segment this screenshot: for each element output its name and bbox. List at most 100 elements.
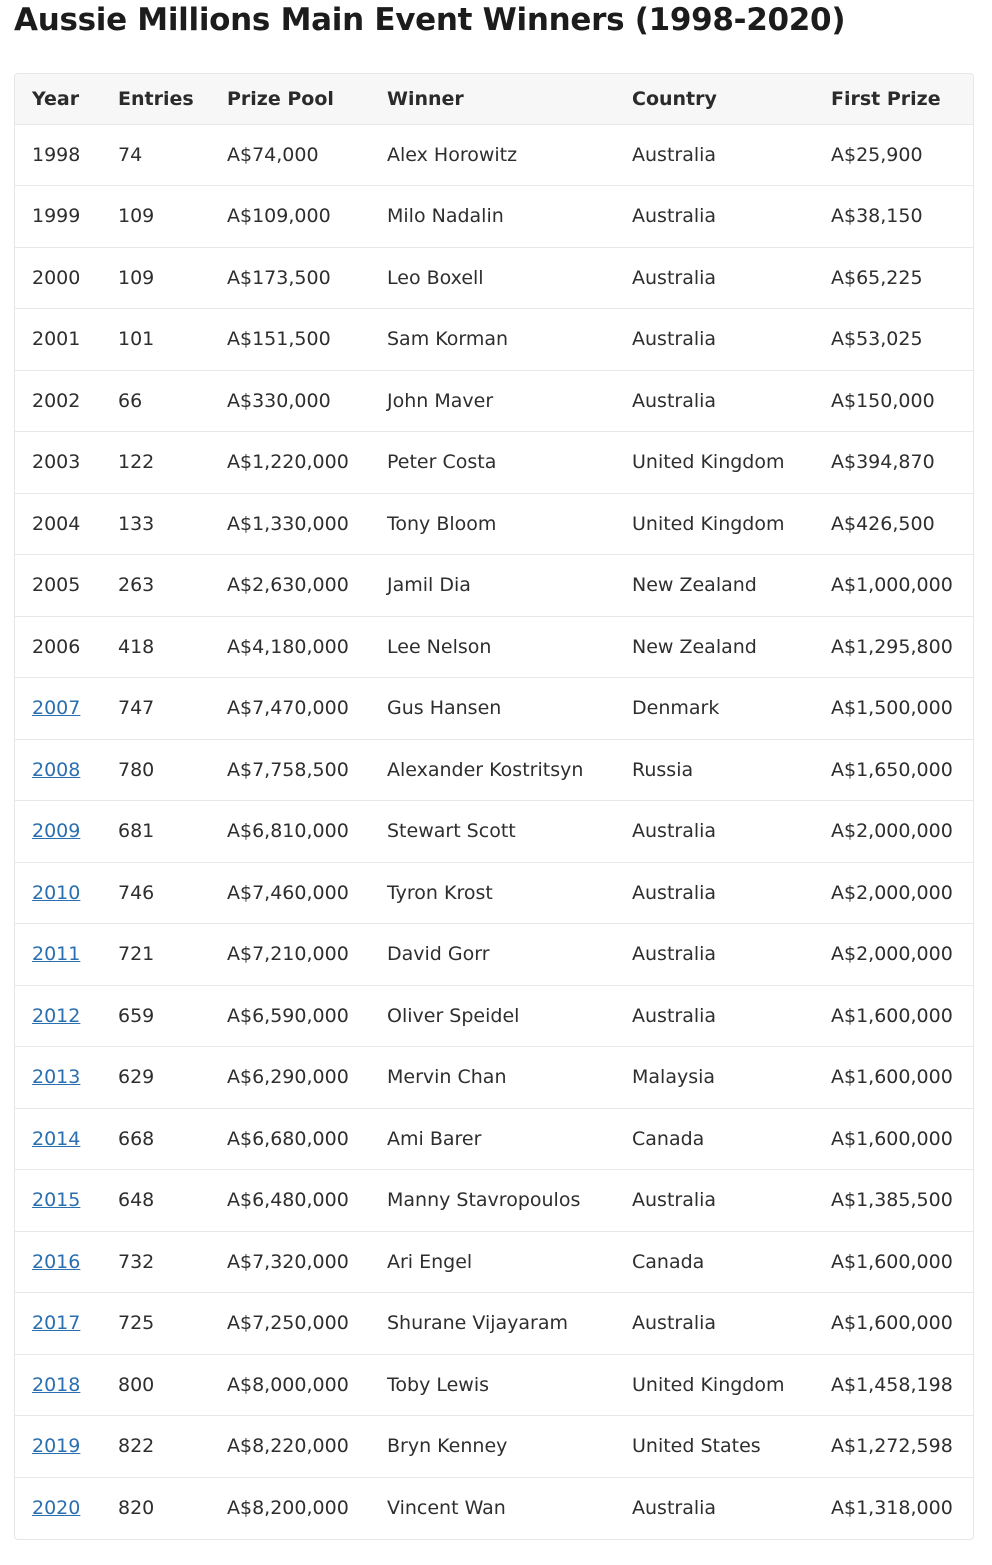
year-link[interactable]: 2018: [32, 1373, 81, 1396]
cell-year[interactable]: 2009: [15, 800, 101, 862]
cell-winner: Toby Lewis: [370, 1353, 615, 1416]
cell-entries: 109: [101, 185, 210, 247]
cell-first-prize: A$426,500: [814, 492, 973, 555]
year-link[interactable]: 2020: [32, 1497, 81, 1519]
table-row: 2002 66 A$330,000 John Maver Australia A$150,…: [15, 369, 973, 432]
cell-country: Australia: [615, 123, 814, 186]
cell-year: 1998: [15, 123, 101, 186]
cell-year[interactable]: 2011: [15, 923, 101, 985]
cell-first-prize: A$2,000,000: [814, 861, 973, 924]
cell-prize-pool: A$4,180,000: [210, 615, 370, 678]
cell-year[interactable]: 2015: [15, 1169, 101, 1231]
cell-prize-pool: A$6,680,000: [210, 1107, 370, 1170]
cell-year: 2002: [15, 369, 101, 432]
cell-winner: Mervin Chan: [370, 1046, 615, 1108]
cell-prize-pool: A$6,480,000: [210, 1169, 370, 1231]
cell-year: 2006: [15, 615, 101, 678]
cell-entries: 746: [101, 861, 210, 924]
header-entries: Entries: [118, 87, 194, 110]
cell-prize-pool: A$151,500: [210, 308, 370, 370]
cell-winner: Vincent Wan: [370, 1476, 615, 1539]
cell-entries: 820: [101, 1476, 210, 1539]
table-row: 2020 820 A$8,200,000 Vincent Wan Australia A$…: [15, 1476, 973, 1539]
cell-prize-pool: A$74,000: [210, 123, 370, 186]
cell-year[interactable]: 2017: [15, 1292, 101, 1354]
cell-prize-pool: A$7,758,500: [210, 738, 370, 801]
cell-entries: 629: [101, 1046, 210, 1108]
year-link[interactable]: 2009: [32, 820, 81, 843]
cell-year: 2001: [15, 308, 101, 370]
table-row: 2004 133 A$1,330,000 Tony Bloom United Kingd…: [15, 492, 973, 555]
cell-year[interactable]: 2020: [15, 1476, 101, 1539]
cell-country: Denmark: [615, 677, 814, 739]
cell-year: 2005: [15, 554, 101, 616]
year-link[interactable]: 2010: [32, 881, 81, 904]
cell-first-prize: A$1,295,800: [814, 615, 973, 678]
year-link[interactable]: 2017: [32, 1312, 81, 1335]
cell-year[interactable]: 2018: [15, 1353, 101, 1416]
year-link[interactable]: 2014: [32, 1127, 81, 1150]
table-row: 2006 418 A$4,180,000 Lee Nelson New Zealand A…: [15, 615, 973, 678]
cell-winner: Tony Bloom: [370, 492, 615, 555]
year-link[interactable]: 2013: [32, 1066, 81, 1089]
year-link[interactable]: 2008: [32, 758, 81, 781]
cell-year: 2004: [15, 492, 101, 555]
cell-first-prize: A$1,600,000: [814, 1292, 973, 1354]
table-row: 2015 648 A$6,480,000 Manny Stavropoulos Aust…: [15, 1169, 973, 1231]
table-row: 2017 725 A$7,250,000 Shurane Vijayaram Austr…: [15, 1292, 973, 1354]
cell-year[interactable]: 2019: [15, 1415, 101, 1477]
cell-prize-pool: A$6,290,000: [210, 1046, 370, 1108]
year-link[interactable]: 2016: [32, 1250, 81, 1273]
cell-entries: 122: [101, 431, 210, 493]
cell-entries: 822: [101, 1415, 210, 1477]
year-link[interactable]: 2015: [32, 1189, 81, 1212]
cell-country: Canada: [615, 1107, 814, 1170]
cell-country: Australia: [615, 984, 814, 1047]
table-row: 2003 122 A$1,220,000 Peter Costa United King…: [15, 431, 973, 493]
year-link[interactable]: 2012: [32, 1004, 81, 1027]
cell-country: Australia: [615, 1169, 814, 1231]
table-row: 2007 747 A$7,470,000 Gus Hansen Denmark A$1,5…: [15, 677, 973, 739]
cell-year[interactable]: 2016: [15, 1230, 101, 1293]
cell-country: Australia: [615, 185, 814, 247]
table-row: 2013 629 A$6,290,000 Mervin Chan Malaysia A$1…: [15, 1046, 973, 1108]
year-link[interactable]: 2011: [32, 943, 81, 966]
cell-first-prize: A$38,150: [814, 185, 973, 247]
cell-year[interactable]: 2013: [15, 1046, 101, 1108]
cell-winner: David Gorr: [370, 923, 615, 985]
cell-country: Canada: [615, 1230, 814, 1293]
cell-year[interactable]: 2014: [15, 1107, 101, 1170]
cell-first-prize: A$1,600,000: [814, 1230, 973, 1293]
cell-prize-pool: A$7,460,000: [210, 861, 370, 924]
cell-year[interactable]: 2007: [15, 677, 101, 739]
cell-country: Australia: [615, 861, 814, 924]
cell-entries: 648: [101, 1169, 210, 1231]
page-title: Aussie Millions Main Event Winners (1998…: [14, 2, 846, 38]
cell-first-prize: A$1,318,000: [814, 1476, 973, 1539]
cell-prize-pool: A$173,500: [210, 246, 370, 309]
cell-year[interactable]: 2008: [15, 738, 101, 801]
cell-entries: 747: [101, 677, 210, 739]
cell-year[interactable]: 2010: [15, 861, 101, 924]
header-first-prize: First Prize: [831, 87, 941, 110]
cell-year[interactable]: 2012: [15, 984, 101, 1047]
cell-first-prize: A$1,500,000: [814, 677, 973, 739]
cell-winner: Alex Horowitz: [370, 123, 615, 186]
cell-winner: Leo Boxell: [370, 246, 615, 309]
table-header: Year Entries Prize Pool Winner Country F…: [15, 74, 973, 124]
cell-entries: 263: [101, 554, 210, 616]
cell-first-prize: A$1,272,598: [814, 1415, 973, 1477]
table-row: 2018 800 A$8,000,000 Toby Lewis United Kingd…: [15, 1353, 973, 1416]
cell-winner: John Maver: [370, 369, 615, 432]
cell-country: United Kingdom: [615, 1353, 814, 1416]
cell-prize-pool: A$7,470,000: [210, 677, 370, 739]
table-row: 1998 74 A$74,000 Alex Horowitz Australia A$25…: [15, 123, 973, 186]
year-link[interactable]: 2019: [32, 1435, 81, 1458]
cell-entries: 725: [101, 1292, 210, 1354]
cell-winner: Ari Engel: [370, 1230, 615, 1293]
cell-country: Australia: [615, 1292, 814, 1354]
year-link[interactable]: 2007: [32, 697, 81, 720]
cell-first-prize: A$2,000,000: [814, 800, 973, 862]
table-row: 2016 732 A$7,320,000 Ari Engel Canada A$1,600…: [15, 1230, 973, 1293]
cell-first-prize: A$1,600,000: [814, 984, 973, 1047]
